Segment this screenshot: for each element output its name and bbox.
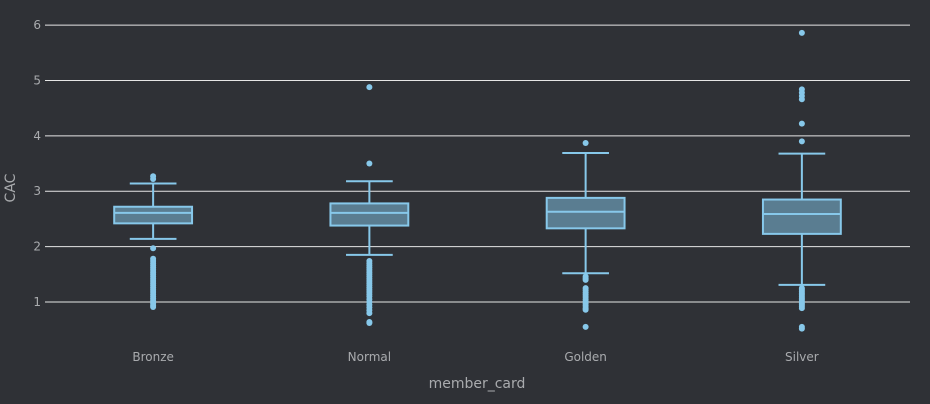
x-tick-bronze: Bronze — [132, 350, 174, 364]
y-tick-labels: 1 2 3 4 5 6 — [33, 18, 41, 309]
outlier-point-golden-15 — [582, 323, 589, 330]
outlier-point-normal-0 — [366, 84, 373, 91]
box-golden — [545, 140, 626, 330]
y-tick-1: 1 — [33, 295, 41, 309]
outlier-point-bronze-25 — [150, 303, 157, 310]
outlier-point-silver-4 — [798, 96, 805, 103]
x-axis-title: member_card — [429, 376, 526, 392]
iqr-box-bronze — [113, 205, 194, 225]
grid-layer — [45, 24, 910, 303]
x-tick-normal: Normal — [348, 350, 391, 364]
iqr-box-golden — [545, 196, 626, 230]
boxes-layer — [113, 29, 842, 332]
outlier-point-golden-14 — [582, 306, 589, 313]
outlier-point-bronze-1 — [150, 176, 157, 183]
y-tick-4: 4 — [33, 129, 41, 143]
y-tick-5: 5 — [33, 73, 41, 87]
outlier-point-normal-1 — [366, 160, 373, 167]
box-silver — [761, 29, 842, 332]
outlier-point-silver-19 — [798, 305, 805, 312]
x-tick-silver: Silver — [785, 350, 819, 364]
outlier-point-bronze-2 — [150, 245, 157, 252]
box-bronze — [113, 173, 194, 310]
outlier-point-silver-5 — [798, 120, 805, 127]
outlier-point-golden-0 — [582, 140, 589, 147]
iqr-box-silver — [761, 198, 842, 235]
outlier-point-normal-24 — [366, 310, 373, 317]
iqr-box-normal — [329, 202, 410, 227]
outlier-point-normal-26 — [366, 320, 373, 327]
y-tick-2: 2 — [33, 240, 41, 254]
outlier-point-silver-21 — [798, 325, 805, 332]
x-tick-golden: Golden — [564, 350, 607, 364]
y-tick-6: 6 — [33, 18, 41, 32]
outlier-point-silver-6 — [798, 138, 805, 145]
outlier-point-silver-0 — [798, 29, 805, 36]
box-normal — [329, 84, 410, 327]
outlier-point-golden-3 — [582, 276, 589, 283]
x-tick-labels: Bronze Normal Golden Silver — [132, 350, 818, 364]
y-tick-3: 3 — [33, 184, 41, 198]
y-axis-title: CAC — [3, 173, 19, 202]
